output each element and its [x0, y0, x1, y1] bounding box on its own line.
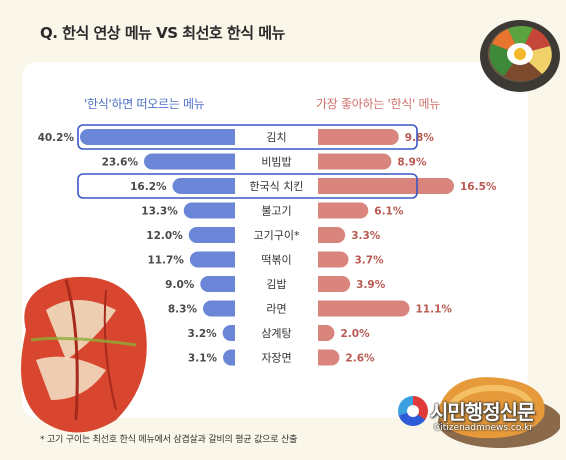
category-label: 자장면: [261, 352, 291, 365]
kimchi-icon: [21, 276, 147, 433]
highlight-box: [77, 173, 418, 199]
right-bar: [310, 276, 351, 292]
right-value-label: 3.7%: [354, 255, 384, 267]
right-bar: [310, 153, 392, 170]
left-value-label: 3.1%: [188, 353, 218, 365]
category-label: 김치: [266, 131, 286, 144]
category-label: 한국식 치킨: [249, 180, 303, 193]
left-value-label: 40.2%: [38, 132, 75, 144]
watermark: 시민행정신문 Citizenadmnews.co.kr: [398, 390, 558, 442]
left-value-label: 11.7%: [147, 255, 184, 267]
watermark-logo-icon: [398, 396, 428, 426]
fried-cutlet-icon: [438, 377, 560, 448]
footnote: * 고기 구이는 최선호 한식 메뉴에서 삼겹살과 갈비의 평균 값으로 산출: [40, 435, 298, 445]
right-value-label: 3.9%: [356, 279, 386, 291]
category-label: 삼계탕: [261, 327, 291, 340]
right-value-label: 9.8%: [405, 132, 435, 144]
right-bar: [310, 227, 346, 243]
right-value-label: 16.5%: [460, 181, 497, 193]
left-bar: [200, 276, 243, 292]
right-value-label: 8.9%: [397, 157, 427, 169]
left-value-label: 3.2%: [188, 328, 218, 340]
left-value-label: 16.2%: [130, 181, 167, 193]
watermark-name: 시민행정신문: [430, 400, 535, 424]
right-bar: [310, 300, 410, 317]
left-value-label: 23.6%: [102, 157, 139, 169]
right-bar: [310, 178, 454, 194]
left-bar: [202, 300, 243, 317]
bibimbap-bowl-icon: [480, 20, 560, 92]
page-title: Q. 한식 연상 메뉴 VS 최선호 한식 메뉴: [40, 24, 285, 42]
category-label: 라면: [266, 303, 286, 316]
left-bar: [189, 251, 243, 268]
left-bar: [183, 202, 243, 219]
left-value-label: 13.3%: [141, 206, 178, 218]
left-bar: [144, 153, 243, 170]
right-value-label: 2.6%: [345, 353, 375, 365]
left-bar: [172, 178, 243, 194]
highlight-box: [77, 124, 418, 150]
left-bar: [80, 129, 243, 145]
right-value-label: 2.0%: [340, 328, 370, 340]
category-label: 불고기: [261, 205, 291, 218]
right-value-label: 11.1%: [415, 304, 452, 316]
right-series-title: 가장 좋아하는 '한식' 메뉴: [316, 97, 440, 111]
left-value-label: 8.3%: [168, 304, 198, 316]
left-value-label: 12.0%: [146, 230, 183, 242]
watermark-url: Citizenadmnews.co.kr: [434, 423, 533, 433]
right-bar: [310, 251, 349, 268]
right-value-label: 3.3%: [351, 230, 381, 242]
left-series-title: '한식'하면 떠오르는 메뉴: [84, 97, 205, 111]
category-label: 떡볶이: [261, 254, 291, 267]
right-bar: [310, 129, 399, 145]
category-label: 고기구이*: [254, 229, 300, 242]
left-bar: [188, 227, 243, 243]
category-label: 비빔밥: [261, 156, 291, 169]
right-bar: [310, 202, 369, 219]
left-value-label: 9.0%: [165, 279, 195, 291]
right-value-label: 6.1%: [374, 206, 404, 218]
category-label: 김밥: [266, 278, 286, 291]
